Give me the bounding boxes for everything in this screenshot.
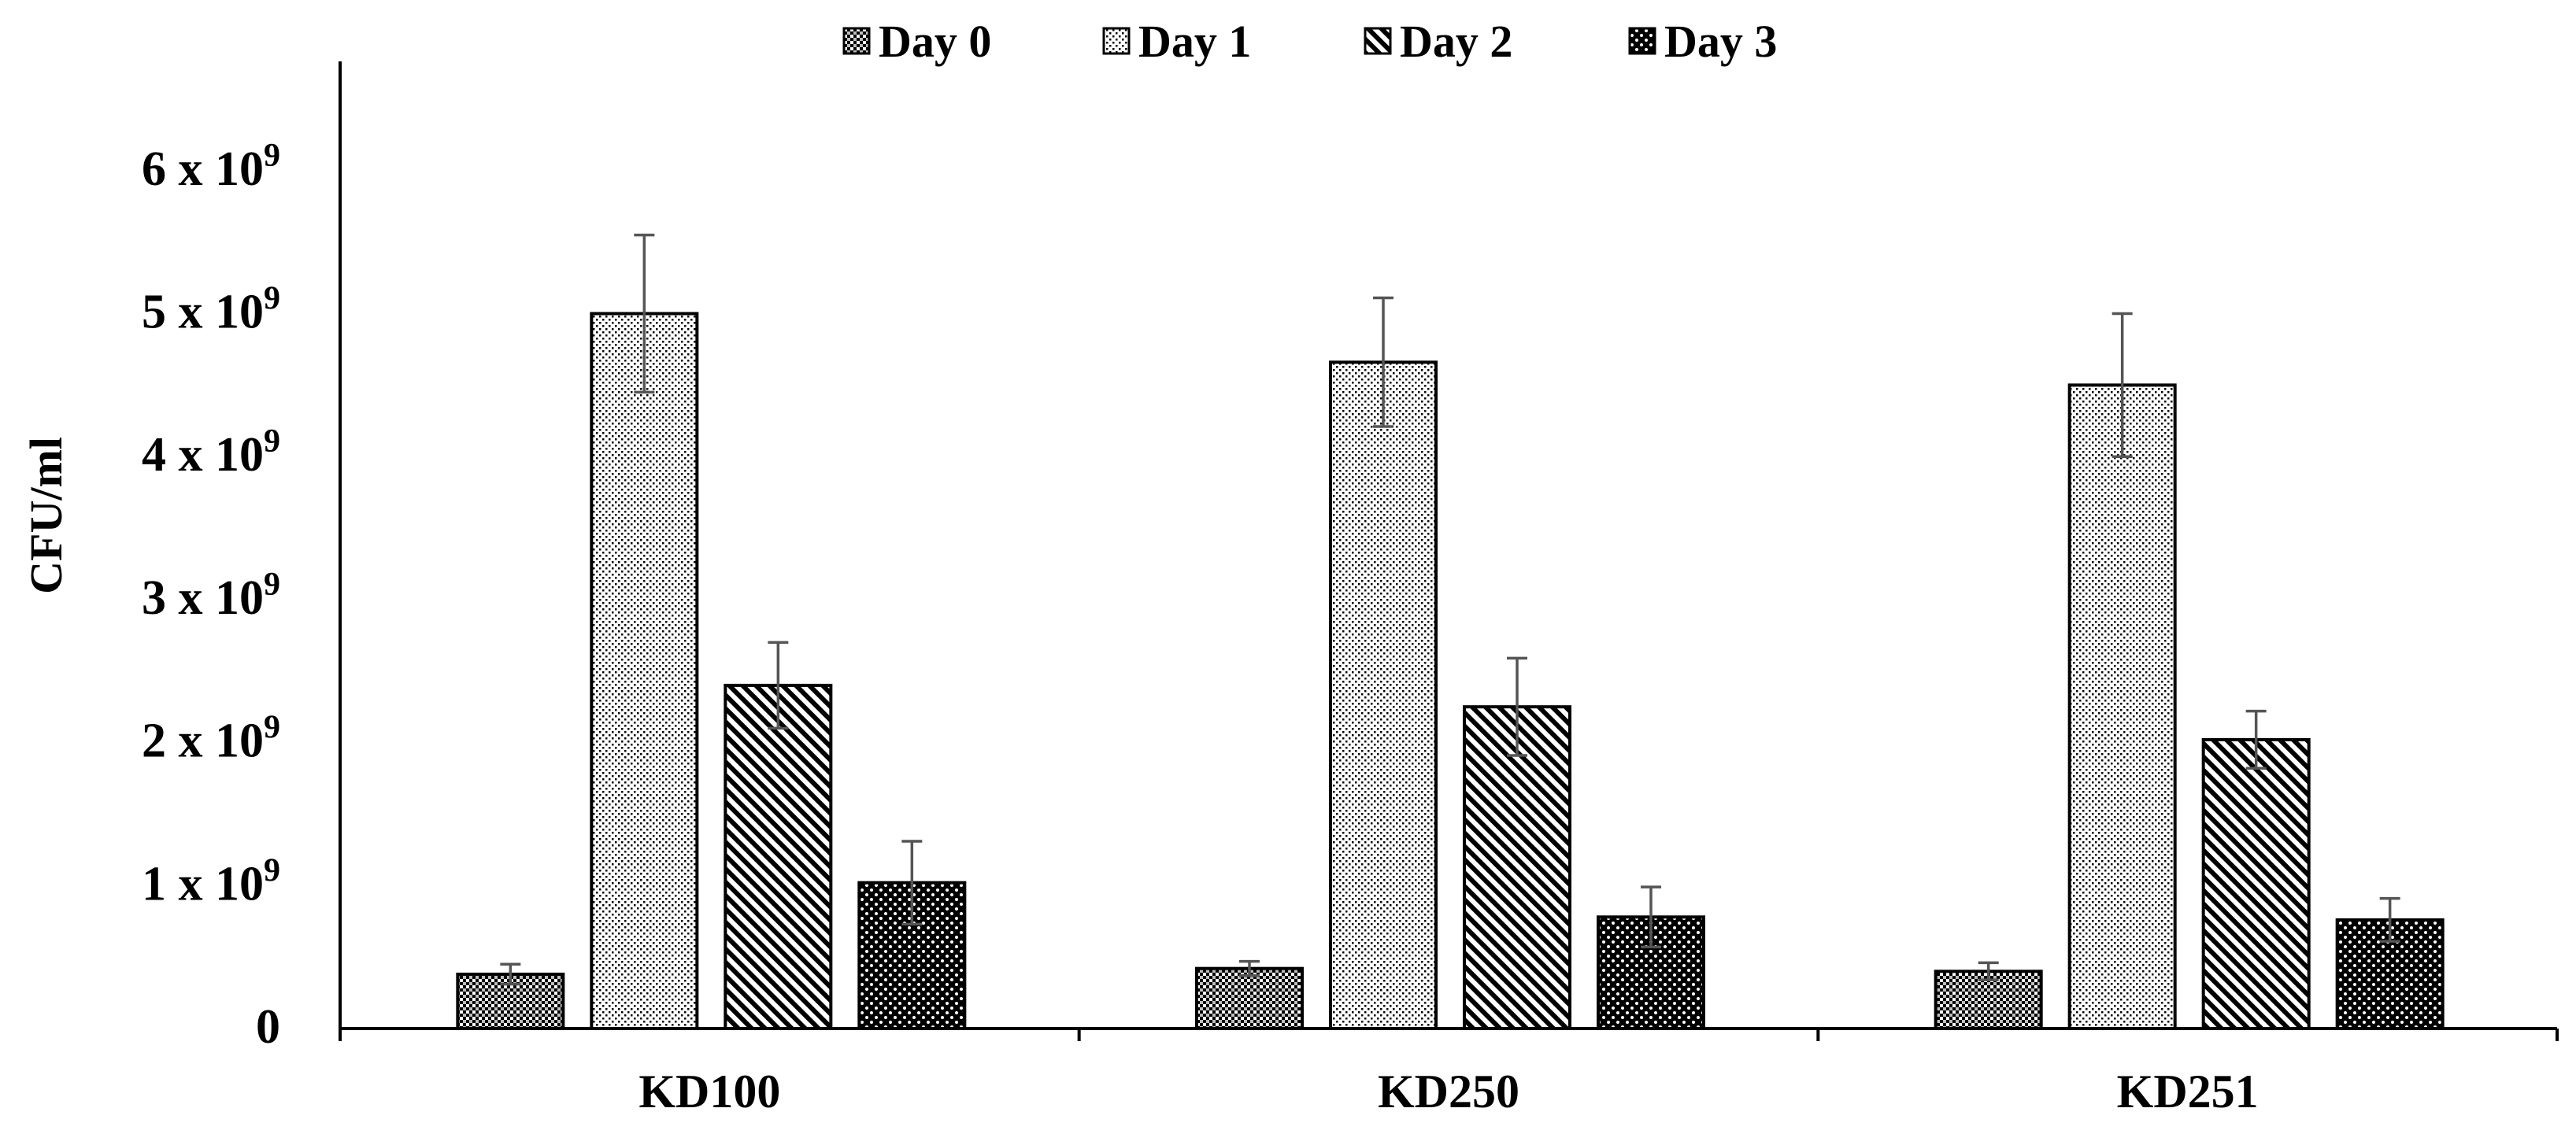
legend-label: Day 2 — [1400, 16, 1512, 67]
y-tick-exponent: 9 — [264, 852, 280, 888]
y-tick-exponent: 9 — [264, 138, 280, 174]
legend-label: Day 0 — [879, 16, 991, 67]
y-tick-label: 5 x 109 — [142, 281, 280, 339]
error-bar — [1641, 885, 1661, 949]
legend-item-day-3: Day 3 — [1628, 16, 1777, 67]
y-tick-label: 6 x 109 — [142, 138, 280, 196]
legend-item-day-1: Day 1 — [1102, 16, 1251, 67]
error-bar — [901, 840, 923, 926]
bar-day-1-kd250 — [1329, 360, 1438, 1030]
y-tick-base: 3 x 10 — [142, 571, 264, 625]
y-axis-title: CFU/ml — [20, 437, 72, 594]
y-tick-exponent: 9 — [264, 281, 280, 317]
error-bar — [2112, 312, 2133, 458]
x-category-label: KD250 — [1378, 1066, 1519, 1117]
bar-day-1-kd100 — [590, 312, 699, 1030]
y-tick-label: 4 x 109 — [142, 423, 280, 482]
y-tick-label: 0 — [256, 1000, 280, 1054]
legend-label: Day 3 — [1664, 16, 1777, 67]
legend-label: Day 1 — [1138, 16, 1251, 67]
error-bar — [768, 641, 789, 730]
y-tick-exponent: 9 — [264, 710, 280, 746]
y-tick-exponent: 9 — [264, 423, 280, 460]
legend-swatch — [1628, 27, 1656, 55]
legend-item-day-2: Day 2 — [1364, 16, 1512, 67]
y-tick-base: 6 x 10 — [142, 142, 264, 196]
error-bar — [1239, 959, 1260, 977]
legend-item-day-0: Day 0 — [842, 16, 991, 67]
error-bar — [1507, 656, 1527, 757]
bars — [456, 233, 2445, 1031]
legend-swatch — [1102, 27, 1131, 55]
legend-swatch — [1364, 27, 1392, 55]
bar-day-1-kd251 — [2067, 383, 2177, 1031]
error-bar — [634, 233, 655, 394]
y-tick-label: 3 x 109 — [142, 567, 280, 625]
y-tick-base: 1 x 10 — [142, 857, 264, 911]
bar-day-2-kd251 — [2201, 737, 2311, 1030]
legend: Day 0 Day 1 Day 2 Day 3 — [842, 16, 1777, 67]
x-axis-ticks: KD100 KD250 KD251 — [339, 1029, 2559, 1117]
y-tick-base: 5 x 10 — [142, 286, 264, 339]
x-category-label: KD251 — [2117, 1066, 2259, 1117]
x-category-label: KD100 — [638, 1066, 780, 1117]
error-bar — [1978, 961, 1999, 981]
y-tick-label: 1 x 109 — [142, 852, 280, 911]
error-bar — [1373, 296, 1393, 428]
bar-day-0-kd250 — [1195, 966, 1304, 1031]
error-bar — [500, 962, 521, 986]
legend-swatch — [842, 27, 871, 55]
y-tick-exponent: 9 — [264, 567, 280, 603]
bar-day-2-kd100 — [724, 683, 833, 1030]
error-bar — [2379, 896, 2400, 943]
y-tick-base: 2 x 10 — [142, 715, 264, 768]
error-bar — [2245, 709, 2267, 770]
y-tick-base: 4 x 10 — [142, 428, 264, 482]
y-tick-base: 0 — [256, 1000, 280, 1054]
y-tick-label: 2 x 109 — [142, 710, 280, 768]
